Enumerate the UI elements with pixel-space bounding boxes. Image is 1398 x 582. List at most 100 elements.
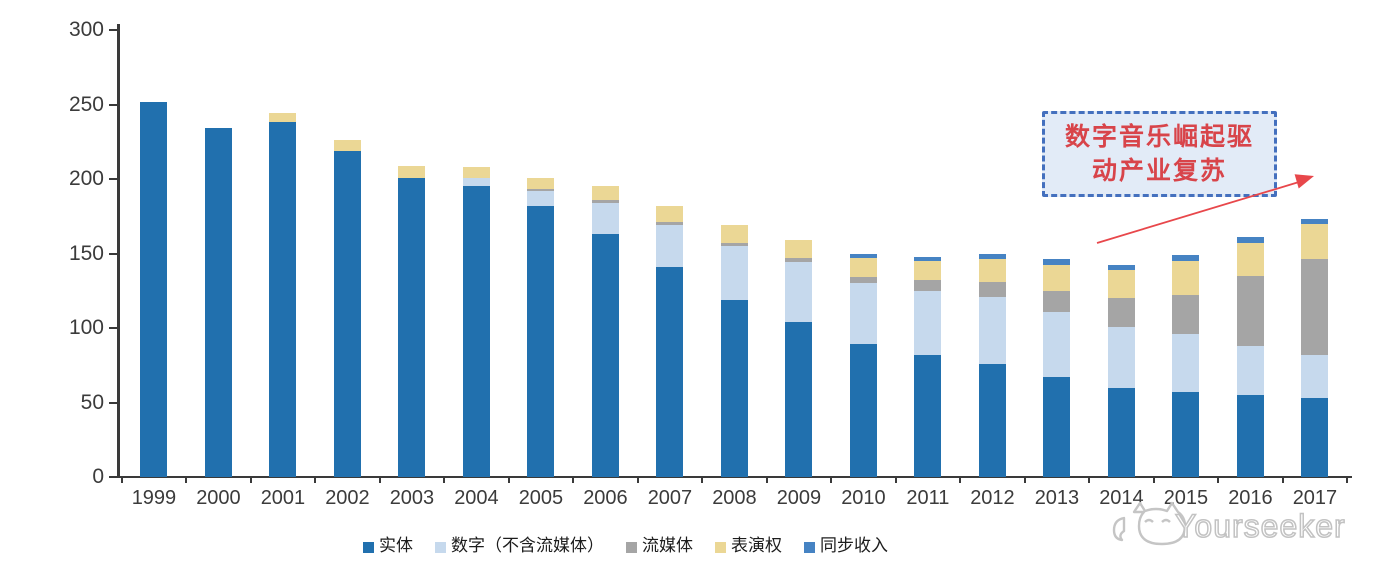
y-axis-tick-mark — [109, 252, 118, 255]
bar-column-2013 — [1043, 259, 1071, 477]
bar-segment-streaming-2016 — [1236, 275, 1264, 346]
x-axis-tick-mark — [830, 477, 833, 483]
bar-column-2010 — [849, 253, 877, 477]
legend-label-sync-revenue: 同步收入 — [820, 536, 888, 556]
x-axis-tick-mark — [1346, 477, 1349, 483]
bar-segment-digital-excl-streaming-2013 — [1043, 311, 1071, 378]
bar-segment-physical-2015 — [1172, 392, 1200, 477]
y-axis-tick-mark — [109, 29, 118, 31]
bar-segment-digital-excl-streaming-2012 — [978, 296, 1006, 364]
bar-column-2015 — [1172, 255, 1200, 477]
x-axis-tick-label-2009: 2009 — [776, 487, 822, 509]
x-axis-tick-mark — [1217, 477, 1220, 483]
bar-column-2011 — [914, 256, 942, 477]
x-axis-tick-mark — [701, 477, 704, 483]
legend-swatch-sync-revenue — [804, 541, 815, 553]
bar-segment-performance-rights-2017 — [1301, 223, 1329, 260]
bar-segment-physical-2008 — [720, 299, 748, 477]
bar-segment-performance-rights-2004 — [462, 167, 490, 178]
legend-swatch-streaming — [626, 541, 637, 553]
x-axis-tick-mark — [378, 477, 381, 483]
legend-item-digital-excl-streaming: 数字（不含流媒体） — [435, 538, 604, 555]
bar-segment-streaming-2009 — [785, 257, 813, 263]
bar-segment-digital-excl-streaming-2014 — [1107, 326, 1135, 388]
bar-segment-digital-excl-streaming-2015 — [1172, 333, 1200, 393]
bar-segment-sync-revenue-2017 — [1301, 219, 1329, 224]
bar-segment-streaming-2006 — [591, 199, 619, 203]
bar-column-2014 — [1107, 265, 1135, 477]
annotation-text-line1: 数字音乐崛起驱 — [1064, 122, 1254, 151]
legend-label-performance-rights: 表演权 — [731, 536, 782, 556]
x-axis-tick-mark — [1088, 477, 1091, 483]
bar-segment-digital-excl-streaming-2005 — [527, 190, 555, 206]
bar-segment-physical-2007 — [656, 266, 684, 477]
bar-segment-digital-excl-streaming-2006 — [591, 202, 619, 235]
bar-segment-performance-rights-2012 — [978, 259, 1006, 282]
bar-segment-physical-2016 — [1236, 395, 1264, 477]
bar-segment-sync-revenue-2012 — [978, 253, 1006, 260]
bar-column-1999 — [140, 101, 168, 477]
legend-item-performance-rights: 表演权 — [715, 538, 782, 555]
x-axis-tick-label-2006: 2006 — [583, 487, 628, 509]
x-axis-tick-mark — [765, 477, 768, 483]
x-axis-tick-label-2014: 2014 — [1099, 487, 1144, 509]
bar-segment-digital-excl-streaming-2017 — [1301, 354, 1329, 399]
x-axis-tick-mark — [443, 477, 446, 483]
bar-segment-streaming-2012 — [978, 281, 1006, 297]
bar-segment-digital-excl-streaming-2004 — [462, 177, 490, 187]
bar-segment-physical-2011 — [914, 354, 942, 477]
y-axis-tick-label-200: 200 — [68, 167, 104, 190]
x-axis-tick-mark — [120, 477, 123, 483]
bar-segment-streaming-2005 — [527, 189, 555, 191]
x-axis-tick-label-2016: 2016 — [1228, 487, 1273, 509]
legend-swatch-performance-rights — [715, 541, 726, 553]
bar-segment-performance-rights-2011 — [914, 260, 942, 281]
bar-segment-streaming-2008 — [720, 243, 748, 247]
legend-item-physical: 实体 — [363, 538, 413, 555]
legend-label-digital-excl-streaming: 数字（不含流媒体） — [451, 536, 604, 556]
bar-segment-performance-rights-2007 — [656, 205, 684, 223]
x-axis-tick-mark — [572, 477, 575, 483]
x-axis-tick-mark — [959, 477, 962, 483]
bar-segment-physical-2012 — [978, 363, 1006, 477]
x-axis-tick-mark — [1152, 477, 1155, 483]
bar-column-2005 — [527, 177, 555, 477]
bar-segment-physical-2017 — [1301, 398, 1329, 477]
x-axis-tick-mark — [185, 477, 188, 483]
bar-segment-physical-2014 — [1107, 387, 1135, 477]
y-axis-tick-label-250: 250 — [68, 92, 104, 116]
bar-segment-physical-2003 — [398, 177, 426, 477]
bar-column-2003 — [398, 165, 426, 477]
legend-label-physical: 实体 — [379, 536, 413, 556]
y-axis-tick-label-50: 50 — [80, 390, 104, 414]
bar-segment-digital-excl-streaming-2011 — [914, 290, 942, 355]
bar-segment-streaming-2007 — [656, 222, 684, 226]
y-axis-tick-mark — [109, 476, 118, 478]
x-axis-tick-label-2007: 2007 — [647, 487, 693, 509]
x-axis-tick-mark — [249, 477, 252, 483]
bar-column-2017 — [1301, 219, 1329, 477]
x-axis-tick-label-2010: 2010 — [841, 487, 886, 509]
watermark-text: Yourseeker — [1175, 508, 1346, 544]
bar-column-2002 — [333, 140, 361, 477]
x-axis-tick-label-1999: 1999 — [131, 487, 177, 509]
bar-segment-performance-rights-2005 — [527, 177, 555, 190]
x-axis-tick-label-2012: 2012 — [970, 487, 1015, 509]
bar-segment-streaming-2017 — [1301, 259, 1329, 355]
y-axis-tick-mark — [109, 401, 118, 404]
bar-segment-performance-rights-2010 — [849, 258, 877, 278]
x-axis-tick-label-2000: 2000 — [196, 487, 241, 509]
bar-segment-streaming-2011 — [914, 280, 942, 291]
bar-segment-streaming-2010 — [849, 277, 877, 284]
bar-segment-physical-2005 — [527, 205, 555, 477]
bar-segment-physical-2010 — [849, 344, 877, 477]
x-axis-tick-mark — [1281, 477, 1284, 483]
bar-segment-physical-1999 — [140, 101, 168, 477]
bar-column-2007 — [656, 205, 684, 477]
bar-segment-sync-revenue-2014 — [1107, 265, 1135, 270]
bar-column-2008 — [720, 225, 748, 477]
chart-legend: 实体 数字（不含流媒体） 流媒体 表演权 同步收入 — [363, 538, 888, 555]
bar-segment-physical-2009 — [785, 322, 813, 477]
bar-segment-performance-rights-2003 — [398, 165, 426, 178]
